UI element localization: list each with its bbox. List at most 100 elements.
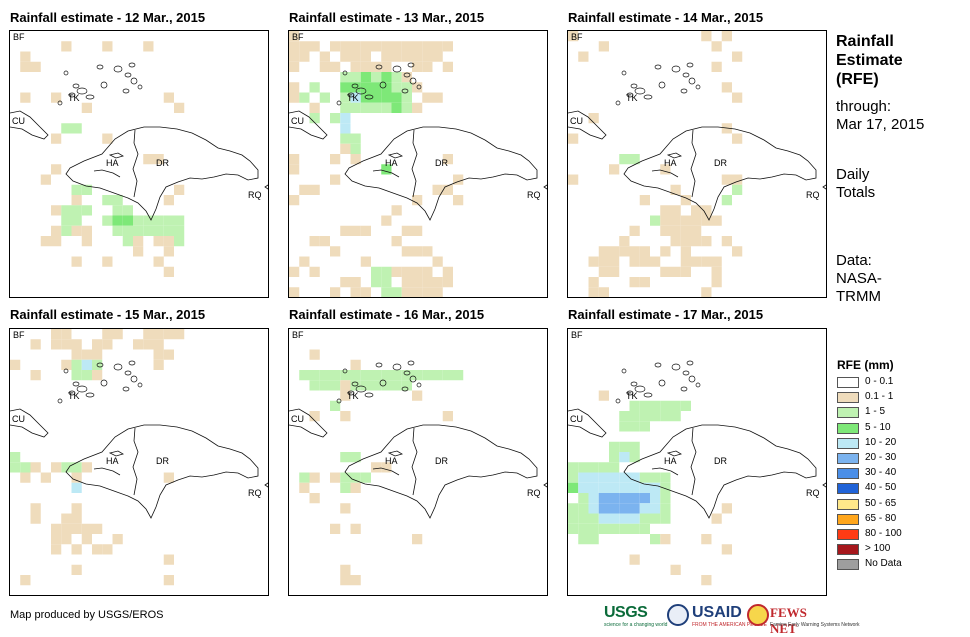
place-label-dr: DR: [435, 456, 448, 466]
rainfall-cell: [391, 102, 402, 113]
rainfall-cell: [629, 225, 640, 236]
rainfall-cell: [442, 184, 453, 195]
rainfall-cell: [568, 462, 579, 473]
island: [76, 385, 88, 393]
rainfall-cell: [650, 503, 661, 514]
rainfall-cell: [381, 277, 392, 288]
island: [351, 381, 359, 387]
rainfall-cell: [61, 462, 72, 473]
rainfall-cell: [51, 92, 62, 103]
rainfall-cell: [598, 513, 609, 524]
rainfall-cell: [391, 205, 402, 216]
rainfall-cell: [143, 41, 154, 52]
rainfall-cell: [639, 277, 650, 288]
rainfall-cell: [381, 266, 392, 277]
rainfall-cell: [432, 256, 443, 267]
cuba-coast: [10, 408, 49, 438]
rainfall-cell: [650, 256, 661, 267]
rainfall-cell: [650, 534, 661, 545]
panel-title-2: Rainfall estimate - 13 Mar., 2015: [289, 10, 485, 25]
place-label-ha: HA: [385, 158, 398, 168]
rainfall-cell: [61, 534, 72, 545]
rainfall-cell: [371, 380, 382, 391]
rainfall-cell: [92, 370, 103, 381]
rainfall-cell: [112, 225, 123, 236]
island: [113, 363, 123, 371]
place-label-tk: TK: [68, 391, 80, 401]
rainfall-cell: [391, 72, 402, 83]
rainfall-cell: [133, 246, 144, 257]
rainfall-cell: [81, 523, 92, 534]
legend-label: > 100: [865, 543, 891, 555]
place-label-cu: CU: [12, 116, 25, 126]
rainfall-cell: [102, 256, 113, 267]
rainfall-cell: [51, 133, 62, 144]
rainfall-cell: [721, 195, 732, 206]
place-label-tk: TK: [68, 93, 80, 103]
rainfall-cell: [432, 287, 443, 297]
rainfall-cell: [81, 462, 92, 473]
rainfall-cell: [670, 215, 681, 226]
rainfall-cell: [588, 493, 599, 504]
rainfall-cell: [81, 534, 92, 545]
rainfall-cell: [81, 370, 92, 381]
island: [688, 77, 696, 85]
rainfall-cell: [432, 51, 443, 62]
rainfall-cell: [319, 236, 330, 247]
rainfall-cell: [102, 133, 113, 144]
rainfall-cell: [71, 256, 82, 267]
data-source-line3: TRMM: [836, 288, 881, 305]
rainfall-cell: [163, 246, 174, 257]
rainfall-cell: [680, 215, 691, 226]
rainfall-cell: [61, 329, 72, 340]
rainfall-cell: [432, 370, 443, 381]
rainfall-cell: [133, 215, 144, 226]
rainfall-cell: [598, 493, 609, 504]
rainfall-cell: [711, 256, 722, 267]
place-label-cu: CU: [12, 414, 25, 424]
rainfall-cell: [629, 523, 640, 534]
rainfall-cell: [401, 225, 412, 236]
rainfall-cell: [30, 462, 41, 473]
rainfall-cell: [309, 113, 320, 124]
island: [416, 84, 422, 90]
rainfall-cell: [92, 544, 103, 555]
rainfall-cell: [732, 51, 743, 62]
island: [392, 65, 402, 73]
rainfall-cell: [20, 575, 31, 586]
data-source-line1: Data:: [836, 252, 872, 269]
rainfall-cell: [660, 164, 671, 175]
rainfall-cell: [102, 215, 113, 226]
rainfall-cell: [340, 123, 351, 134]
place-label-bf: BF: [292, 32, 304, 42]
rainfall-cell: [309, 380, 320, 391]
island: [364, 392, 374, 398]
island: [63, 70, 69, 76]
island: [671, 65, 681, 73]
island: [336, 100, 342, 106]
totals-block: Daily Totals: [836, 166, 875, 202]
rainfall-cell: [412, 534, 423, 545]
rainfall-cell: [442, 154, 453, 165]
puerto-rico-coast: [543, 482, 547, 488]
rainfall-cell: [401, 380, 412, 391]
rainfall-cell: [340, 133, 351, 144]
legend-swatch: [837, 529, 859, 540]
rainfall-cell: [360, 51, 371, 62]
place-label-dr: DR: [435, 158, 448, 168]
rainfall-cell: [732, 92, 743, 103]
island: [355, 87, 367, 95]
rainfall-cell: [174, 236, 185, 247]
island: [401, 386, 409, 392]
map-svg: BF TK CU HA DR RQ: [289, 330, 547, 586]
rainfall-cell: [143, 154, 154, 165]
rainfall-cell: [453, 370, 464, 381]
rainfall-cell: [289, 195, 300, 206]
rainfall-cell: [330, 287, 341, 297]
rainfall-cell: [51, 534, 62, 545]
rainfall-cell: [153, 236, 164, 247]
island: [76, 87, 88, 95]
rainfall-cell: [639, 482, 650, 493]
map-panel-5: BF TK CU HA DR RQ: [288, 328, 548, 596]
rainfall-cell: [721, 236, 732, 247]
